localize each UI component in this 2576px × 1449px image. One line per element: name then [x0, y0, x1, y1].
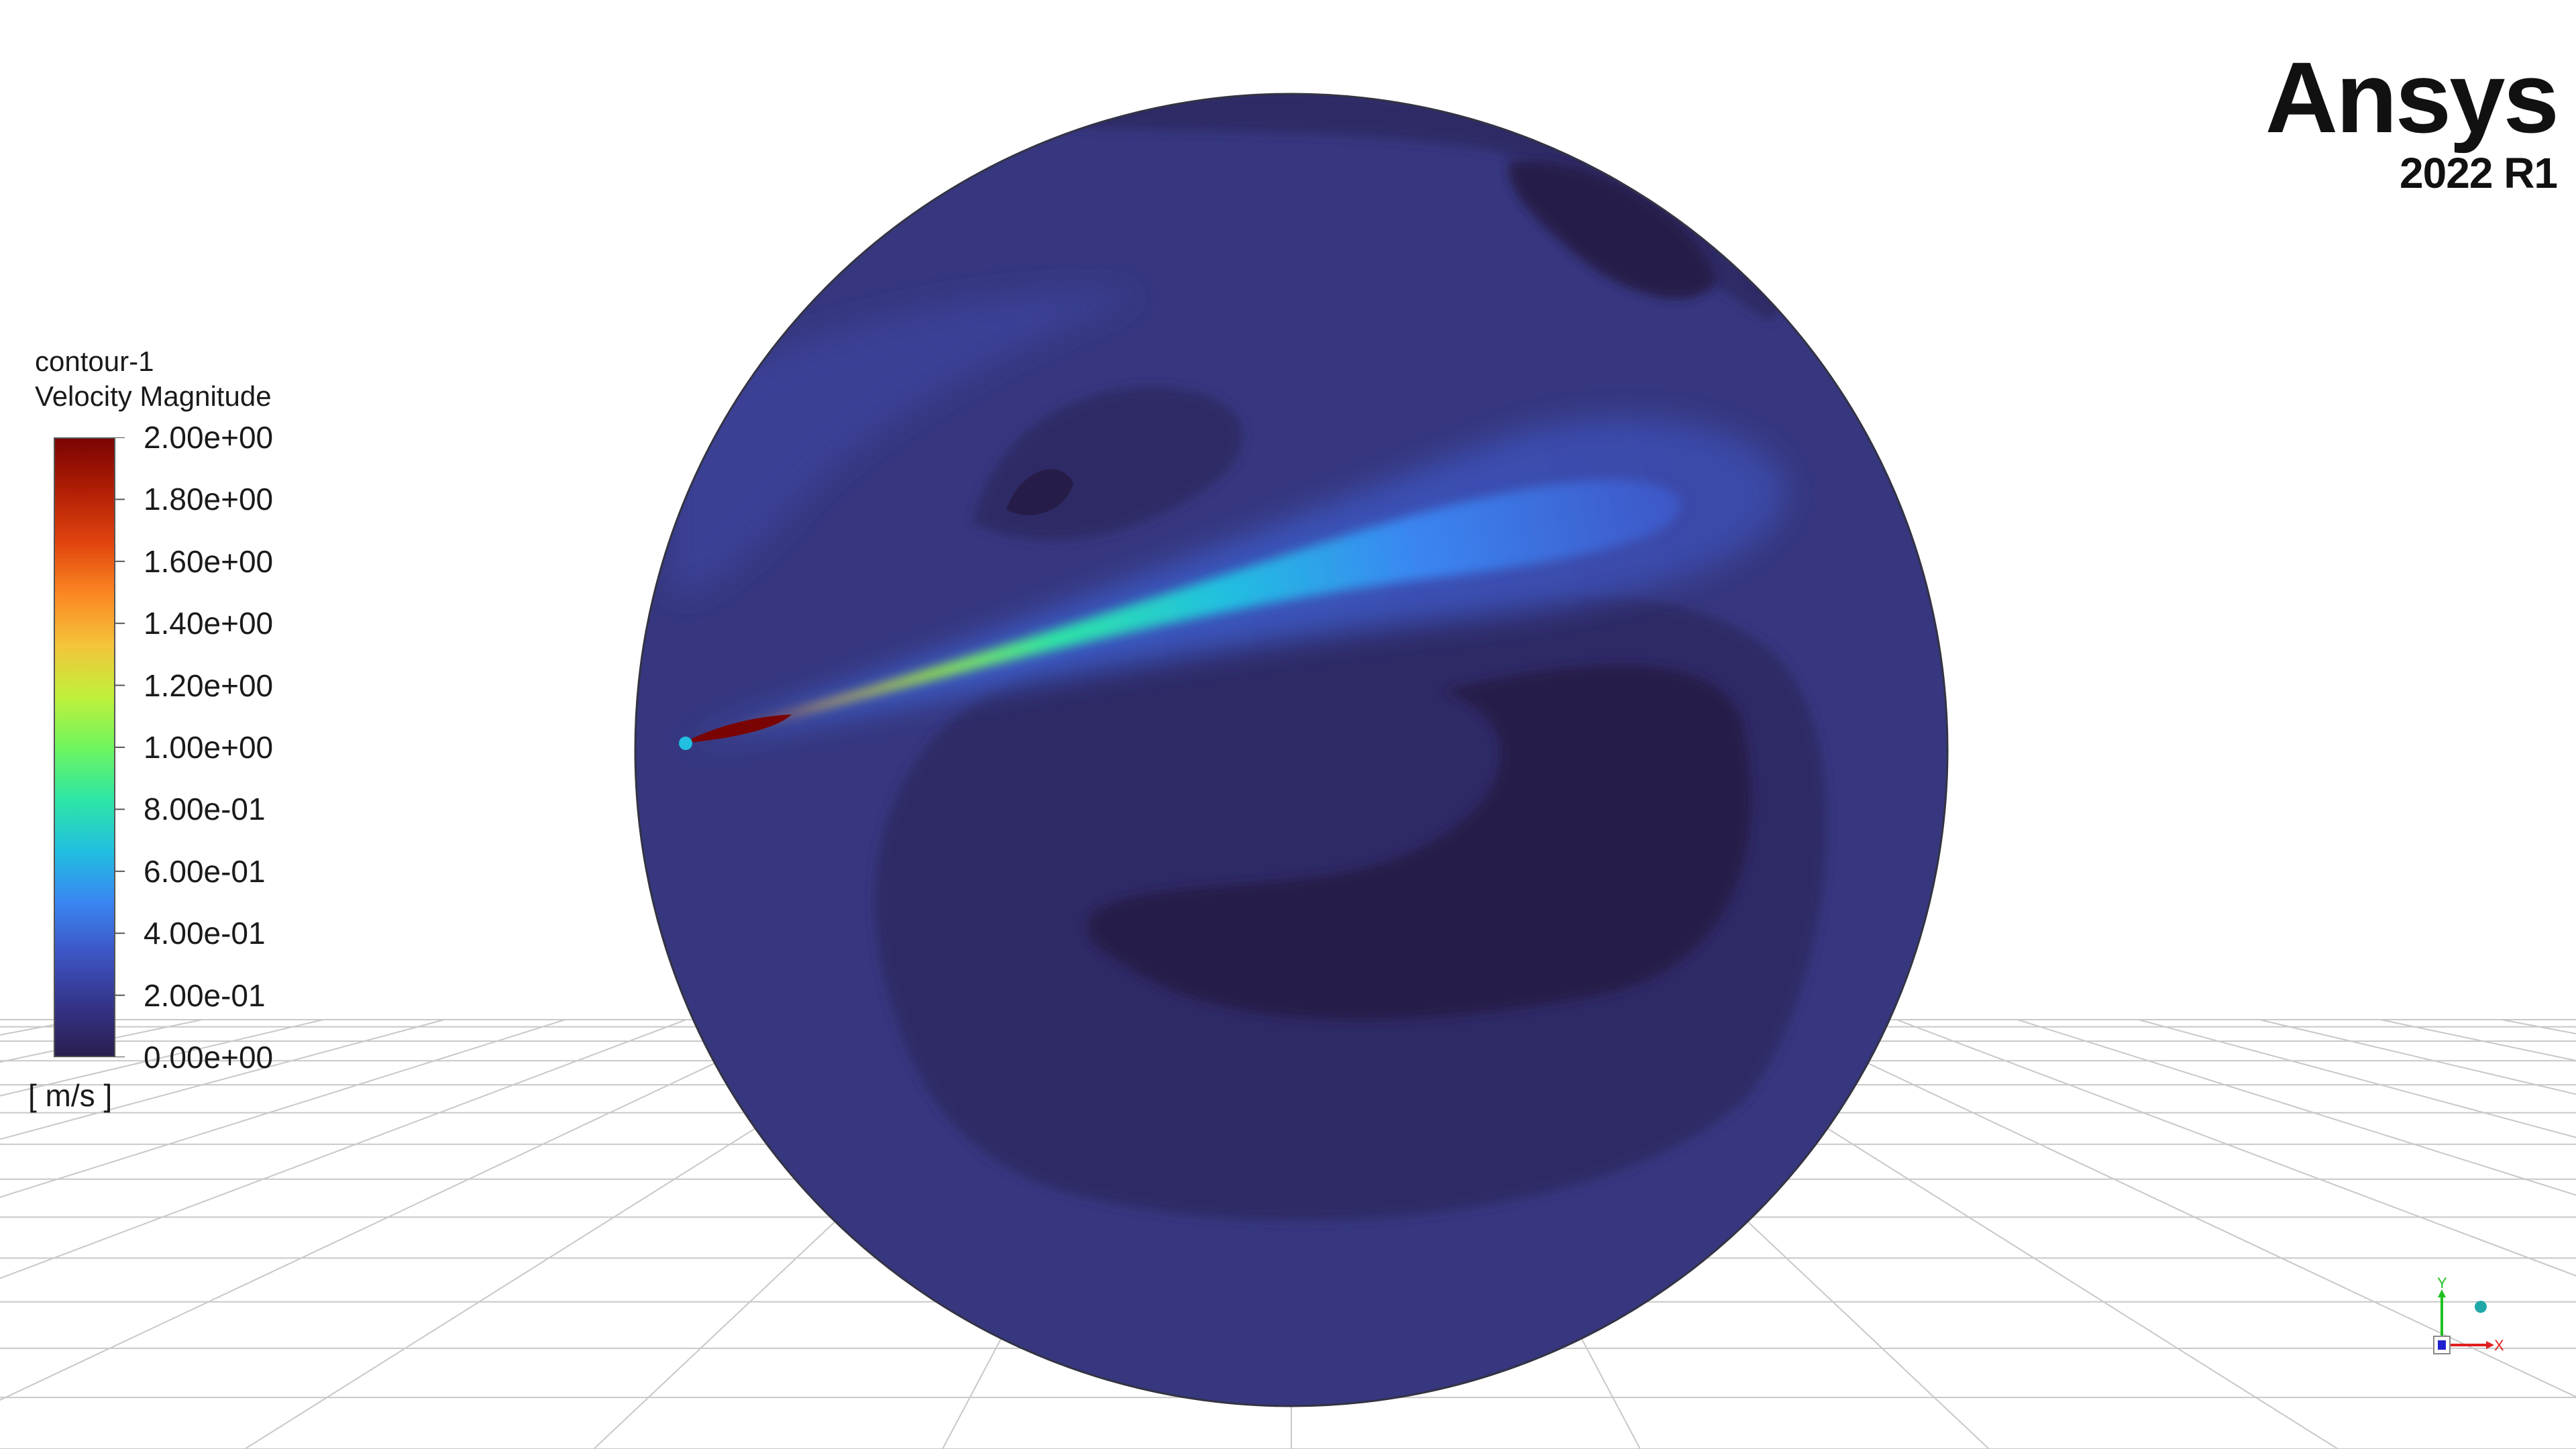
y-axis-arrow: [2438, 1289, 2446, 1297]
colorbar-tick-label: 1.00e+00: [144, 730, 274, 765]
velocity-contour-disc: [635, 94, 1947, 1406]
colorbar[interactable]: [54, 437, 115, 1057]
colorbar-tick-label: 1.40e+00: [144, 606, 274, 641]
axis-triad[interactable]: Y X: [2388, 1275, 2509, 1382]
grid-line: [1775, 1019, 2576, 1398]
grid-line: [0, 1019, 566, 1198]
grid-line: [0, 1019, 808, 1401]
brand-version: 2022 R1: [2400, 149, 2558, 197]
grid-line: [0, 1019, 687, 1279]
colorbar-tick-label: 1.20e+00: [144, 667, 274, 703]
colorbar-ticks: [115, 437, 125, 1057]
jet-core: [683, 714, 792, 743]
z-axis-core: [2438, 1340, 2446, 1350]
colorbar-tick-label: 0.00e+00: [144, 1040, 274, 1075]
grid-line: [2501, 1019, 2576, 1034]
upper-left-vortex-core: [1006, 469, 1073, 515]
grid-line: [2138, 1019, 2576, 1138]
grid-line: [1896, 1019, 2576, 1277]
low-velocity-core: [1087, 665, 1752, 1020]
legend-unit: [ m/s ]: [28, 1078, 113, 1113]
grid-line: [2017, 1019, 2576, 1196]
grid-line: [2259, 1019, 2576, 1095]
colorbar-tick-label: 1.60e+00: [144, 543, 274, 579]
legend-title: contour-1: [35, 345, 154, 377]
grid-line: [0, 1019, 323, 1097]
jet-plume: [683, 480, 1680, 743]
colorbar-tick-label: 4.00e-01: [144, 916, 266, 951]
colorbar-tick-label: 8.00e-01: [144, 792, 266, 827]
colorbar-tick-label: 6.00e-01: [144, 853, 266, 889]
colorbar-tick-label: 2.00e-01: [144, 977, 266, 1013]
view-orbit-icon[interactable]: [2475, 1301, 2487, 1313]
inlet-point: [679, 737, 692, 750]
ansys-logo: Ansys 2022 R1: [2265, 41, 2559, 197]
y-axis-label: Y: [2437, 1275, 2447, 1291]
grid-line: [0, 1019, 445, 1140]
legend-variable: Velocity Magnitude: [35, 380, 272, 412]
disc-outline: [634, 93, 1949, 1407]
colorbar-tick-label: 2.00e+00: [144, 420, 274, 455]
brand-name: Ansys: [2265, 41, 2559, 154]
grid-line: [2380, 1019, 2576, 1062]
x-axis-arrow: [2486, 1341, 2494, 1349]
x-axis-label: X: [2494, 1337, 2504, 1354]
top-right-dark-patch: [1508, 160, 1717, 299]
colorbar-tick-label: 1.80e+00: [144, 482, 274, 517]
mid-band: [671, 292, 1140, 594]
